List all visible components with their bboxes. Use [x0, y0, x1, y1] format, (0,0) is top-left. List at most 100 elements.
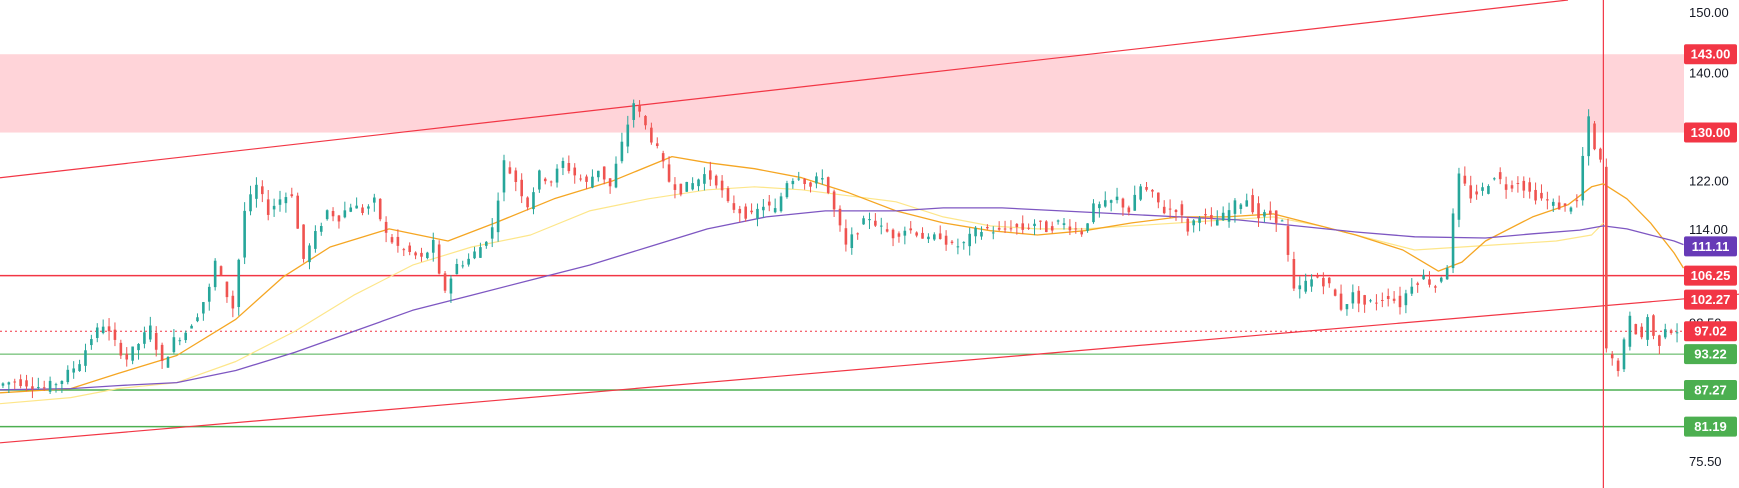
candle: [408, 242, 411, 256]
candle: [1280, 219, 1284, 222]
svg-text:106.25: 106.25: [1691, 268, 1731, 283]
candle: [137, 343, 140, 360]
candle: [1546, 191, 1549, 210]
candle: [1569, 206, 1573, 215]
candle: [479, 242, 482, 258]
candle: [414, 251, 417, 260]
candle: [396, 229, 400, 253]
price-badge-indicator-111-11: 111.11: [1684, 236, 1737, 257]
resistance-zone[interactable]: [0, 54, 1684, 133]
candle: [290, 187, 294, 198]
candle: [1398, 286, 1402, 315]
candle: [72, 361, 75, 379]
candle: [968, 227, 971, 256]
svg-text:93.22: 93.22: [1694, 347, 1727, 362]
candle: [272, 198, 276, 217]
candle: [591, 169, 594, 189]
candle: [868, 212, 871, 230]
candle: [974, 226, 977, 244]
candle: [532, 187, 535, 215]
candle: [1239, 203, 1243, 214]
candle: [66, 365, 70, 385]
candle: [1652, 314, 1655, 340]
candle: [467, 253, 470, 267]
candle: [431, 232, 435, 262]
resistance-zone-rect[interactable]: [0, 54, 1684, 133]
candle: [709, 161, 712, 187]
candle: [149, 316, 152, 343]
candle: [1021, 215, 1025, 234]
candle: [1510, 180, 1514, 193]
candle: [1481, 182, 1484, 196]
candle: [638, 100, 641, 118]
candle: [190, 324, 193, 329]
candle: [202, 301, 205, 321]
candle: [1168, 199, 1172, 218]
candle: [95, 323, 99, 343]
candle: [1003, 220, 1007, 233]
candle: [732, 195, 736, 214]
trendlines[interactable]: [0, 0, 1739, 444]
candle: [502, 154, 506, 202]
candle: [785, 180, 789, 199]
candle: [1174, 209, 1178, 221]
candle: [25, 374, 28, 392]
candle: [1504, 176, 1508, 199]
trendline-channel-lower[interactable]: [0, 274, 1739, 444]
candle: [714, 174, 718, 189]
candle: [950, 240, 954, 245]
candle: [1245, 193, 1249, 207]
candle: [756, 203, 759, 227]
candle: [821, 169, 824, 185]
candle: [1115, 187, 1119, 204]
candle: [1386, 288, 1390, 307]
candle: [1157, 192, 1160, 209]
candle: [538, 169, 541, 193]
candle: [1027, 223, 1030, 230]
candle: [720, 175, 724, 198]
candle: [485, 240, 488, 249]
candle: [37, 377, 40, 390]
svg-text:111.11: 111.11: [1692, 239, 1730, 254]
candle: [490, 218, 494, 248]
candle: [1658, 334, 1661, 355]
candle: [1009, 220, 1013, 232]
candle: [243, 202, 246, 265]
candle: [278, 190, 282, 212]
candle: [1404, 289, 1408, 314]
moving-average-fast: [0, 155, 1685, 394]
candle: [962, 241, 966, 250]
candle: [1339, 284, 1343, 312]
svg-text:102.27: 102.27: [1691, 292, 1731, 307]
candle: [838, 205, 842, 232]
candle: [1593, 120, 1596, 151]
price-badge-level-106-25: 106.25: [1684, 265, 1737, 286]
candle: [1434, 284, 1437, 293]
candle: [874, 213, 877, 227]
candle: [1675, 323, 1679, 343]
candle: [337, 214, 341, 229]
candle: [302, 224, 305, 263]
candle: [1463, 166, 1467, 186]
candle: [602, 166, 606, 185]
candle: [319, 222, 323, 236]
price-badge-level-87-27: 87.27: [1684, 379, 1737, 400]
candle: [1357, 286, 1361, 313]
price-badges: 143.00 130.00 111.11 102.27 106.25 97.02 93.22…: [1684, 44, 1737, 437]
horizontal-levels[interactable]: [0, 274, 1684, 428]
candle: [1557, 195, 1561, 210]
candle: [573, 163, 577, 184]
trendline-channel-upper[interactable]: [0, 0, 1569, 179]
candle: [809, 181, 812, 193]
price-tick-label: 150.00: [1689, 5, 1729, 20]
candle: [225, 281, 229, 303]
candle: [1528, 177, 1531, 199]
candle: [13, 378, 17, 390]
candle: [284, 192, 288, 213]
candle: [885, 222, 889, 233]
candle: [1092, 199, 1095, 224]
candle: [1534, 182, 1537, 205]
candle: [997, 221, 1001, 231]
